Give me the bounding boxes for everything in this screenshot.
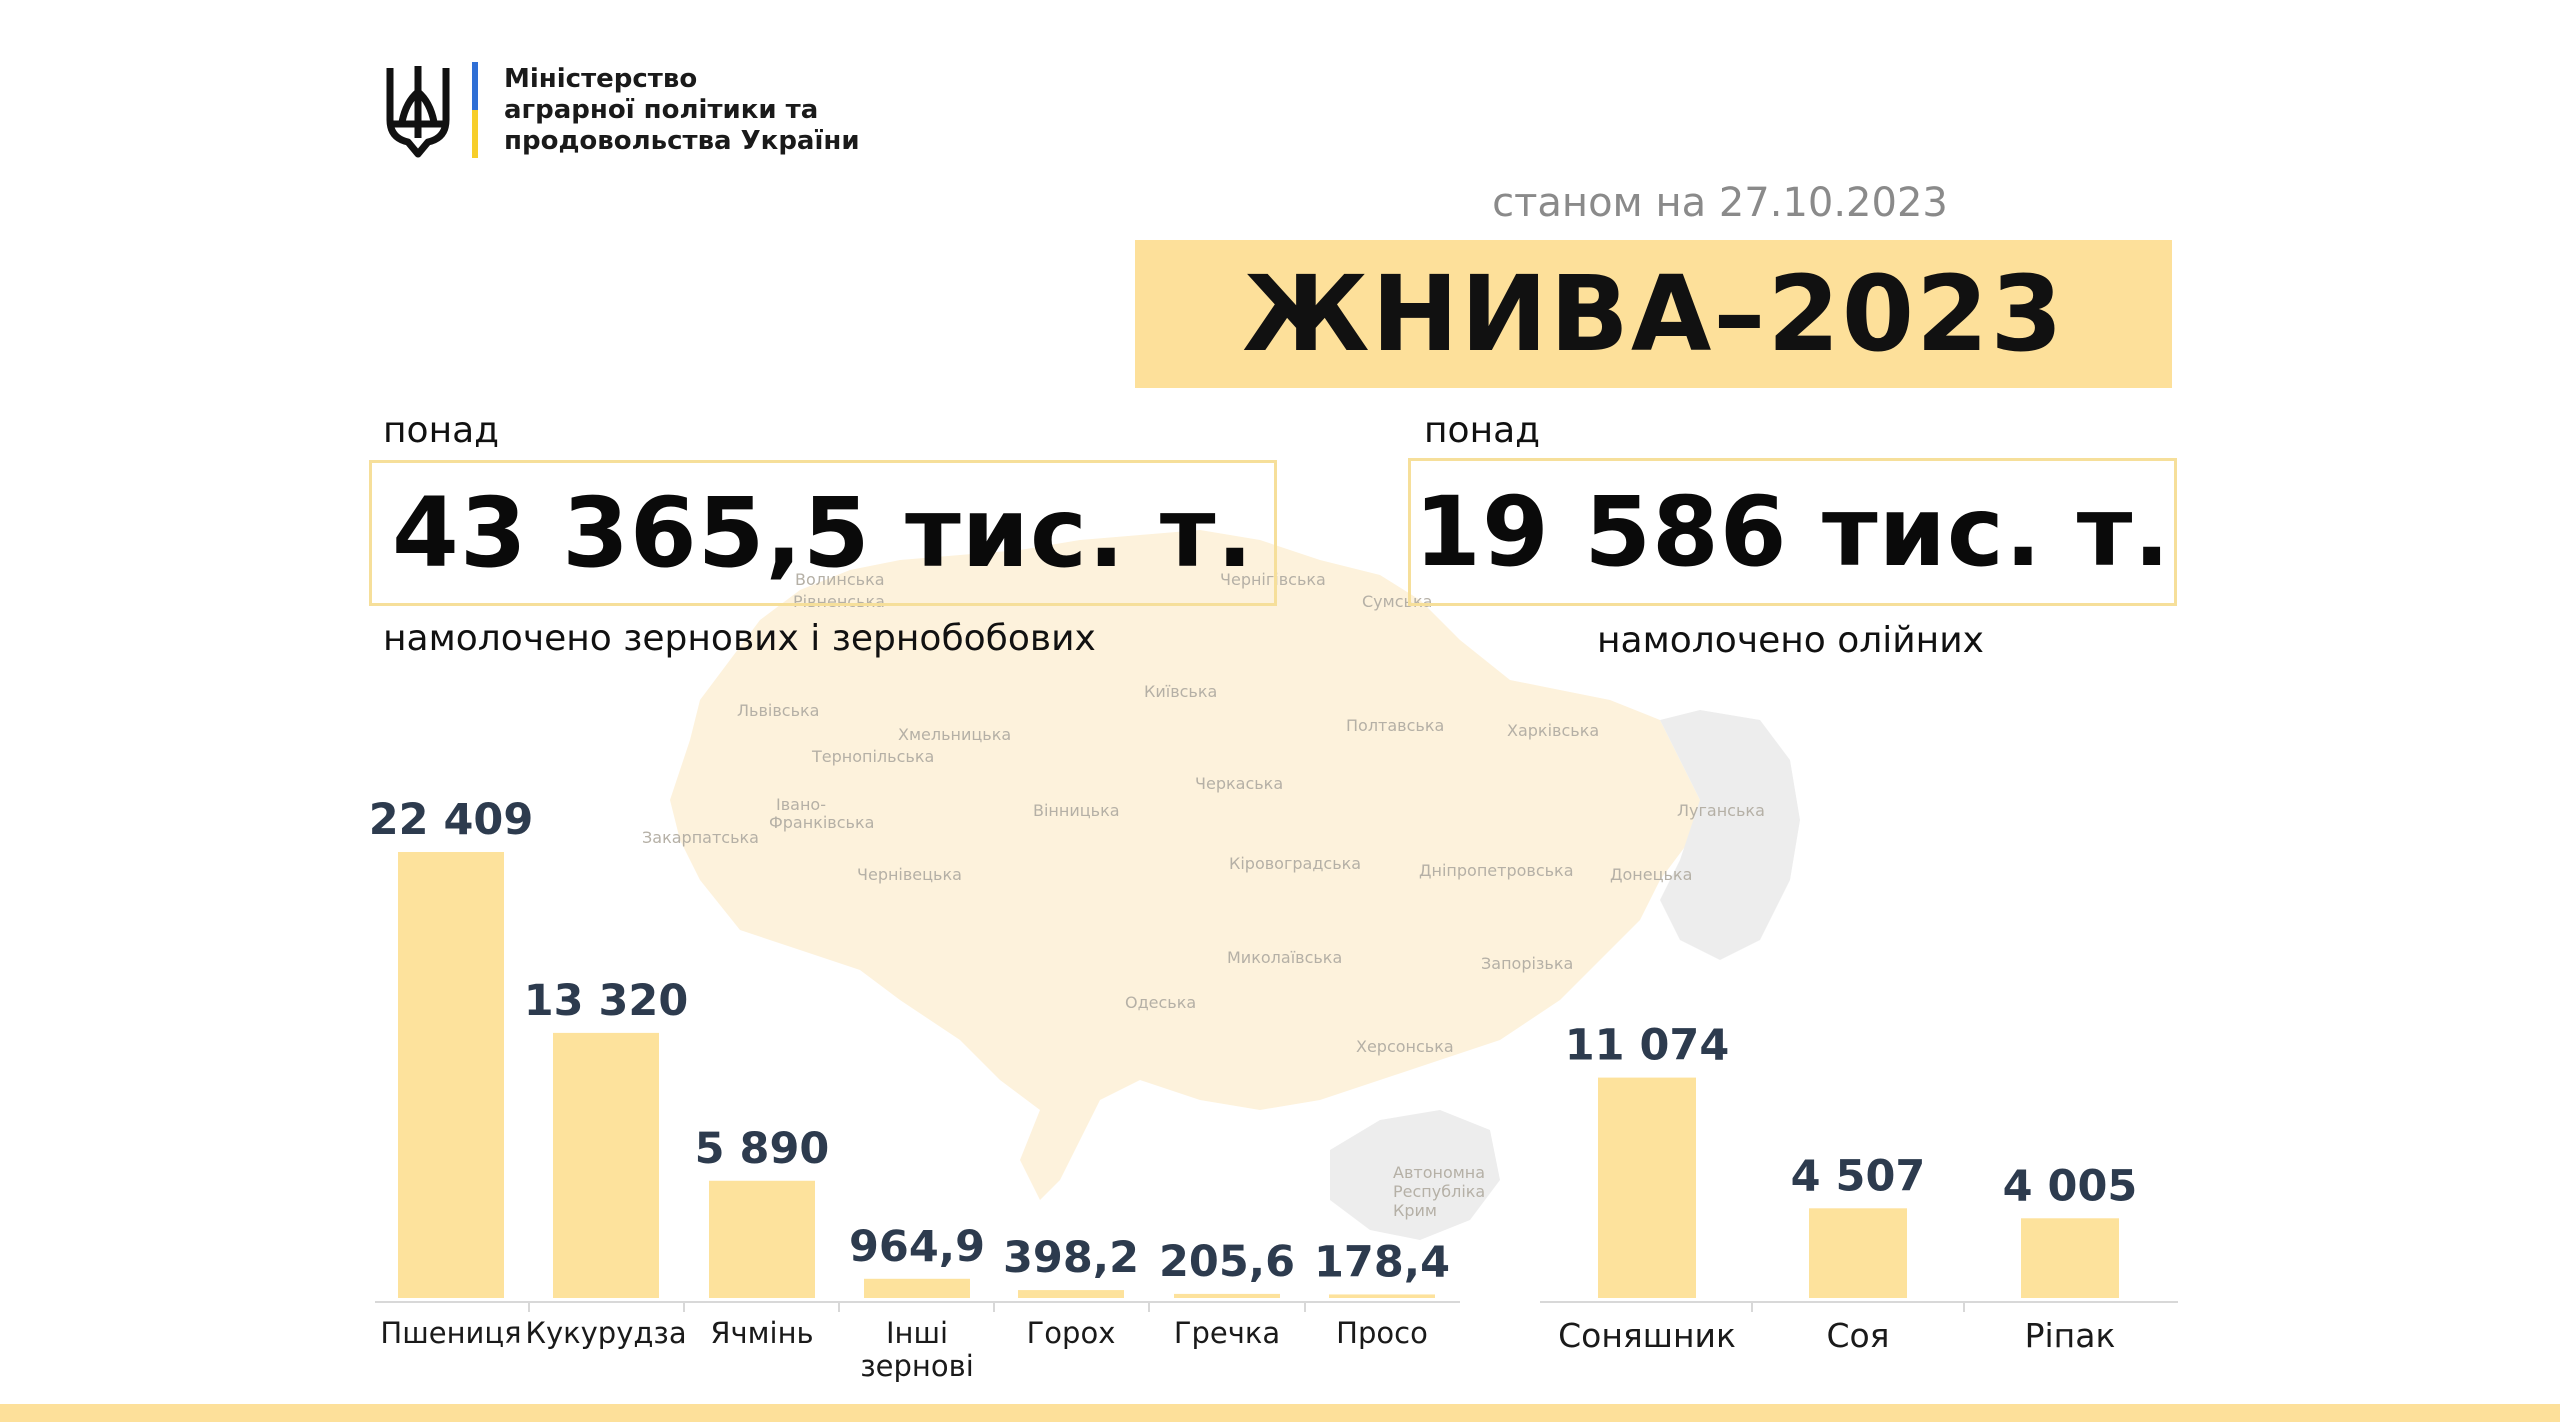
bar (1598, 1077, 1696, 1298)
bottom-accent-strip (0, 1404, 2560, 1422)
category-label: Просо (1336, 1316, 1428, 1350)
map-region-label: Херсонська (1356, 1037, 1454, 1056)
category-label: Соя (1826, 1316, 1889, 1355)
map-region-label: Львівська (737, 701, 819, 720)
page-title: ЖНИВА–2023 (1242, 253, 2065, 375)
ministry-logo: Міністерство аграрної політики та продов… (382, 62, 902, 162)
map-region-label: Вінницька (1033, 801, 1120, 820)
map-region-label: Одеська (1125, 993, 1196, 1012)
category-label: Горох (1027, 1316, 1116, 1350)
bar (1329, 1294, 1435, 1298)
title-banner: ЖНИВА–2023 (1135, 240, 2172, 388)
flag-blue-stripe (472, 62, 478, 110)
bar (553, 1032, 659, 1298)
map-region-label: Волинська (795, 570, 885, 589)
map-region-label: Київська (1144, 682, 1217, 701)
bar-value-label: 11 074 (1565, 1021, 1730, 1071)
bar-value-label: 178,4 (1314, 1237, 1450, 1287)
bar (398, 852, 504, 1298)
map-region-label: Харківська (1507, 721, 1599, 740)
bar (1018, 1290, 1124, 1298)
map-region-label: Тернопільська (811, 747, 934, 766)
map-region-label: Франківська (769, 813, 874, 832)
bar-value-label: 398,2 (1003, 1233, 1139, 1283)
category-label: Ячмінь (710, 1316, 813, 1350)
category-label: Пшениця (380, 1316, 521, 1350)
date-line: станом на 27.10.2023 (1492, 180, 1948, 226)
map-region-label: Республіка (1393, 1182, 1485, 1201)
ministry-line-1: Міністерство (504, 64, 698, 94)
bar-value-label: 22 409 (369, 795, 534, 845)
bar (1809, 1208, 1907, 1298)
bar (864, 1278, 970, 1298)
occupied-east-shape (1660, 710, 1800, 960)
category-label: Кукурудза (525, 1316, 686, 1350)
map-region-label: Чернівецька (857, 865, 962, 884)
oil-total-value: 19 586 тис. т. (1414, 476, 2171, 588)
map-region-label: Чернігівська (1220, 570, 1326, 589)
oil-prefix: понад (1424, 410, 1541, 451)
oil-caption: намолочено олійних (1597, 620, 1984, 661)
ukraine-map-shape (670, 530, 1700, 1200)
bar-value-label: 964,9 (849, 1222, 985, 1272)
map-region-label: Закарпатська (642, 828, 759, 847)
crimea-shape (1330, 1110, 1500, 1240)
category-label: Гречка (1174, 1316, 1280, 1350)
map-region-label: Луганська (1677, 801, 1765, 820)
ministry-line-3: продовольства України (504, 126, 860, 156)
flag-bar (472, 62, 478, 158)
map-region-label: Сумська (1362, 592, 1432, 611)
bar-value-label: 205,6 (1159, 1237, 1295, 1287)
map-region-label: Хмельницька (898, 725, 1011, 744)
bar-value-label: 5 890 (695, 1124, 830, 1174)
map-region-label: Миколаївська (1227, 948, 1342, 967)
map-region-label: Рівненська (793, 592, 885, 611)
oil-total-box: 19 586 тис. т. (1408, 458, 2177, 606)
grain-total-box: 43 365,5 тис. т. (369, 460, 1277, 606)
category-label: Ріпак (2025, 1316, 2116, 1355)
map-region-label: Автономна (1393, 1163, 1485, 1182)
map-region-label: Донецька (1610, 865, 1692, 884)
category-label: Інші (886, 1316, 948, 1350)
bar (1174, 1293, 1280, 1298)
map-region-label: Кіровоградська (1229, 854, 1361, 873)
grain-bar-chart: 22 409 Пшениця 13 320 Кукурудза 5 890 Ячмінь 9… (369, 795, 1460, 1383)
map-region-label: Дніпропетровська (1419, 861, 1574, 880)
map-region-label: Запорізька (1481, 954, 1573, 973)
grain-total-value: 43 365,5 тис. т. (392, 477, 1254, 589)
bar-value-label: 13 320 (524, 976, 689, 1026)
map-region-label: Крим (1393, 1201, 1437, 1220)
bar (709, 1180, 815, 1298)
map-region-label: Полтавська (1346, 716, 1444, 735)
trident-icon (386, 66, 450, 158)
category-label: Соняшник (1558, 1316, 1736, 1355)
map-region-label: Івано- (776, 795, 826, 814)
oil-bar-chart: 11 074 Соняшник 4 507 Соя 4 005 Ріпак (1540, 1021, 2178, 1355)
category-label: зернові (860, 1349, 974, 1383)
bar (2021, 1218, 2119, 1298)
flag-yellow-stripe (472, 110, 478, 158)
map-region-label: Черкаська (1195, 774, 1283, 793)
grain-caption: намолочено зернових і зернобобових (383, 618, 1096, 659)
ministry-line-2: аграрної політики та (504, 95, 819, 125)
bar-value-label: 4 005 (2003, 1161, 2138, 1211)
bar-value-label: 4 507 (1791, 1151, 1926, 1201)
ministry-name: Міністерство аграрної політики та продов… (504, 64, 860, 157)
grain-prefix: понад (383, 410, 500, 451)
